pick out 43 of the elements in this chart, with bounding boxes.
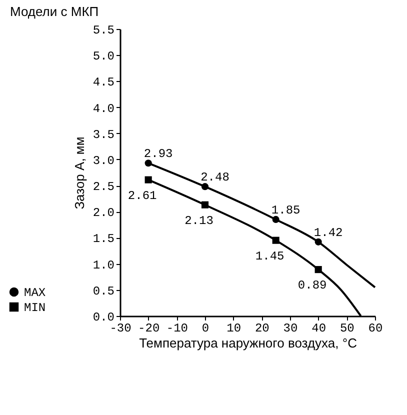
y-tick-label: 2.5 — [92, 180, 114, 194]
y-tick-label: 1.0 — [92, 258, 114, 272]
data-label: 0.89 — [298, 278, 327, 293]
y-axis-title: Зазор А, мм — [72, 136, 87, 210]
y-tick-label: 0.0 — [92, 310, 114, 324]
point — [272, 216, 280, 223]
y-tick-label: 2.0 — [92, 206, 114, 220]
y-tick-label: 3.5 — [92, 128, 114, 142]
point — [201, 201, 209, 208]
legend-label: MAX — [24, 286, 46, 300]
y-tick-label: 4.0 — [92, 102, 114, 116]
x-tick-label: 60 — [368, 322, 383, 336]
point — [314, 266, 322, 274]
x-tick-label: 40 — [312, 322, 326, 336]
x-tick-label: 20 — [254, 322, 270, 336]
chart-title: Модели с МКП — [10, 4, 99, 19]
data-label: 1.42 — [314, 226, 343, 240]
x-tick-label: -10 — [166, 322, 188, 336]
data-label: 2.13 — [184, 214, 214, 228]
data-label: 1.45 — [255, 249, 284, 264]
x-tick-label: 50 — [340, 322, 354, 336]
point — [272, 236, 280, 244]
y-tick-label: 0.5 — [92, 284, 114, 298]
data-label: 1.85 — [271, 203, 300, 218]
x-tick-label: -30 — [110, 322, 132, 336]
data-label: 2.48 — [200, 170, 230, 185]
y-tick-label: 3.0 — [92, 154, 114, 168]
y-tick-label: 5.0 — [92, 50, 114, 64]
y-tick-label: 1.5 — [92, 232, 114, 246]
data-label: 2.61 — [128, 188, 157, 203]
x-tick-label: 0 — [202, 322, 210, 336]
point — [144, 176, 152, 184]
data-label: 2.93 — [144, 147, 173, 162]
point — [314, 238, 322, 246]
x-axis-title: Температура наружного воздуха, °C — [139, 336, 357, 350]
point — [144, 160, 152, 167]
x-tick-label: -20 — [138, 322, 160, 336]
point — [201, 183, 209, 190]
x-tick-label: 10 — [226, 322, 242, 336]
y-tick-label: 4.5 — [92, 76, 114, 90]
legend-label: MIN — [24, 301, 46, 315]
y-tick-label: 5.5 — [92, 24, 114, 38]
x-tick-label: 30 — [283, 322, 298, 336]
